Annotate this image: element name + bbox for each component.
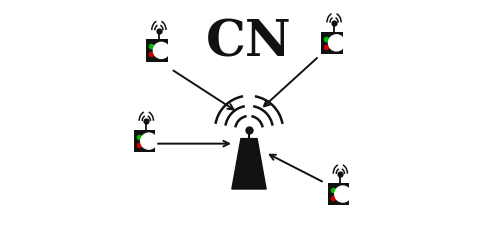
Text: CN: CN <box>206 18 292 67</box>
Circle shape <box>141 133 157 149</box>
Bar <box>146 39 168 61</box>
Bar <box>328 183 349 205</box>
Circle shape <box>329 35 345 51</box>
Polygon shape <box>232 139 266 189</box>
Circle shape <box>153 42 169 58</box>
Bar <box>321 32 343 54</box>
Circle shape <box>335 186 351 202</box>
Bar <box>133 130 155 152</box>
